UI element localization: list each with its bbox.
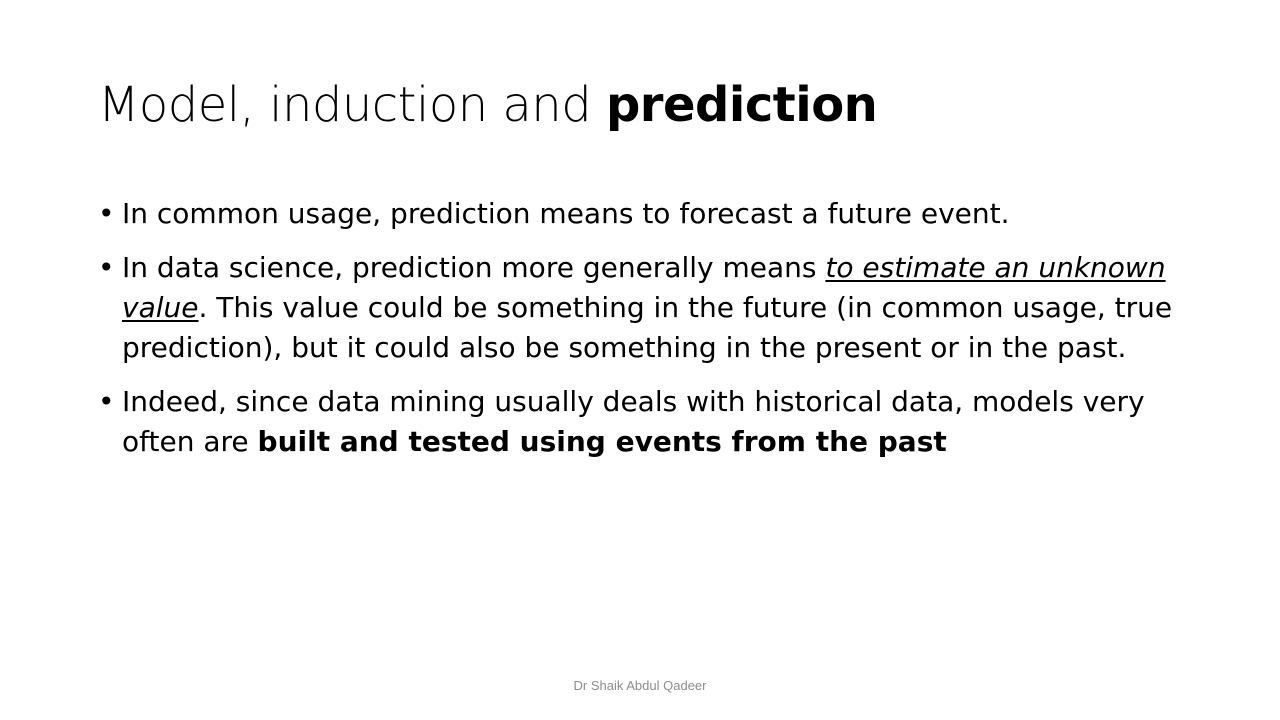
bullet-text-before: Indeed, since data mining usually deals … (122, 385, 1145, 458)
slide-footer-author: Dr Shaik Abdul Qadeer (573, 678, 707, 693)
slide-title-normal: Model, induction and (98, 77, 606, 133)
bullet-dot-icon: • (98, 385, 115, 418)
bullet-text-before: In data science, prediction more general… (122, 251, 826, 284)
bullet-item-historical-data: • Indeed, since data mining usually deal… (98, 382, 1198, 462)
bullet-text: In common usage, prediction means to for… (122, 197, 1010, 230)
bullet-dot-icon: • (98, 251, 115, 284)
bullet-item-data-science: • In data science, prediction more gener… (98, 248, 1198, 368)
slide-title-bold: prediction (605, 77, 878, 133)
bullet-emphasis: to estimate an unknown value (122, 251, 1166, 324)
bullet-item-common-usage: • In common usage, prediction means to f… (98, 194, 1198, 234)
bullet-list: • In common usage, prediction means to f… (98, 194, 1198, 476)
bullet-bold-text: built and tested using events from the p… (257, 425, 947, 458)
slide-title: Model, induction and prediction (98, 72, 878, 138)
bullet-dot-icon: • (98, 197, 115, 230)
bullet-text-after: . This value could be something in the f… (122, 291, 1173, 364)
